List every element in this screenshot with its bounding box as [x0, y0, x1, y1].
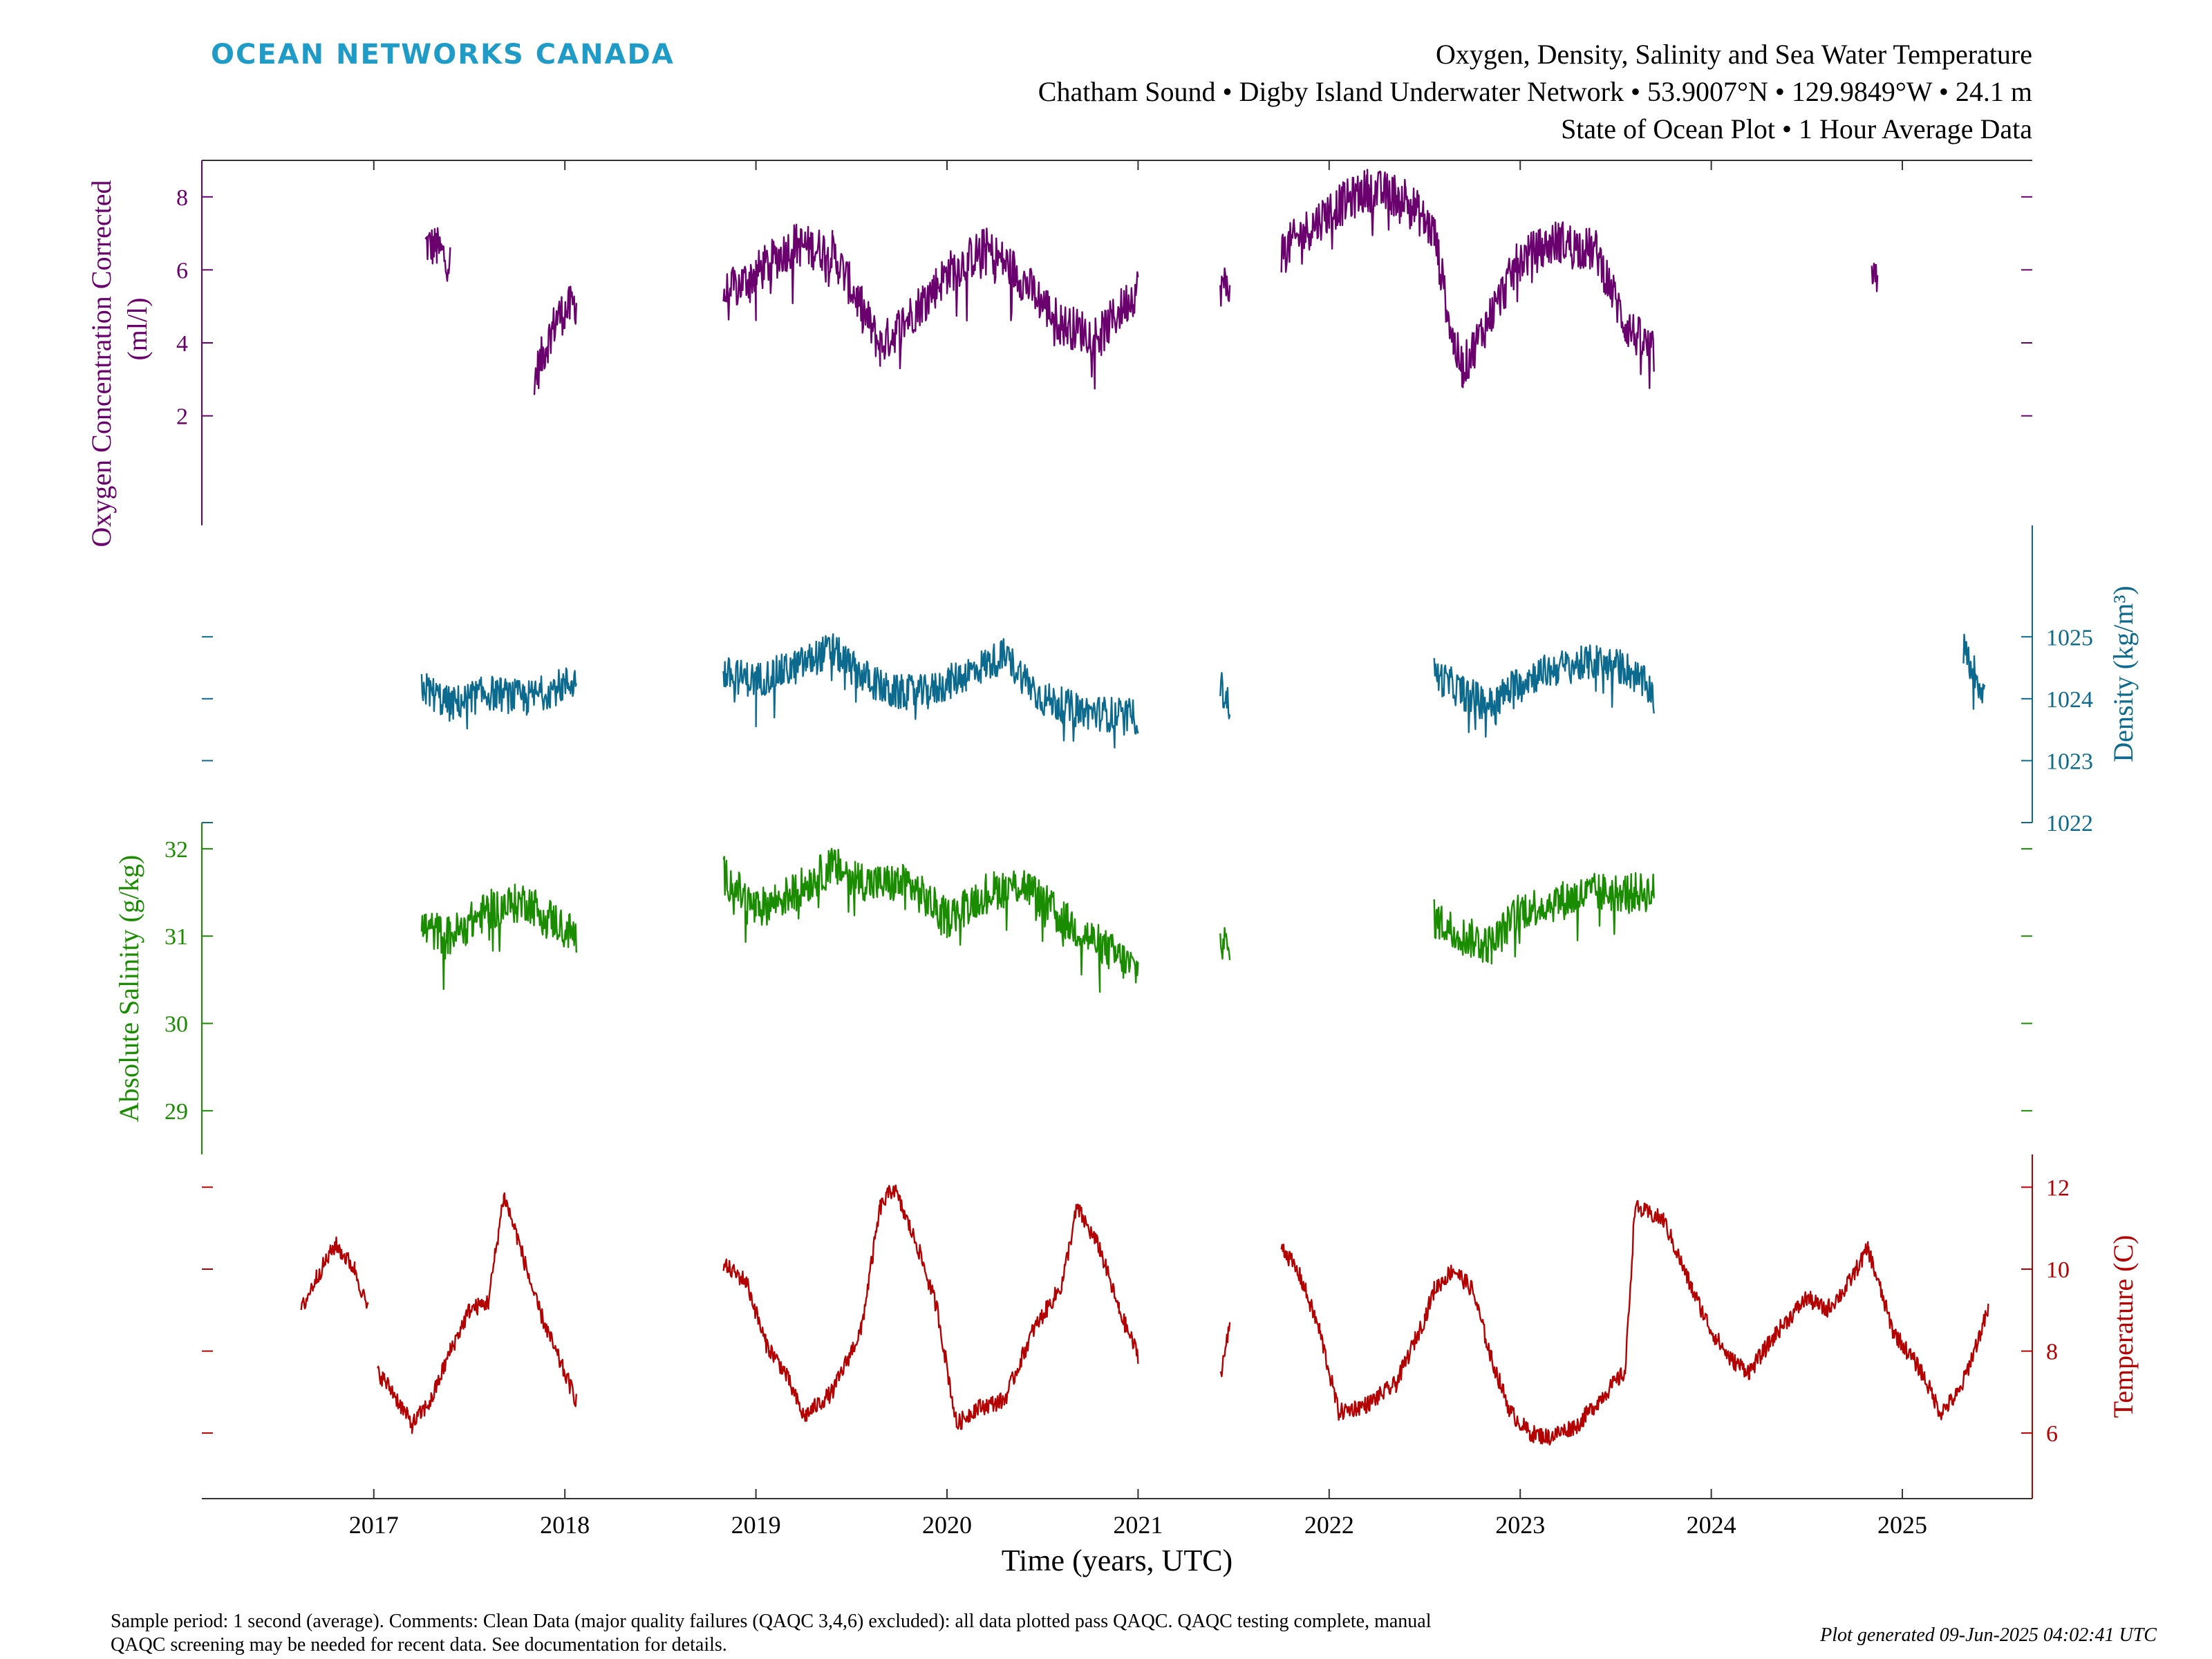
x-tick-label: 2020	[922, 1511, 972, 1539]
x-tick-label: 2019	[731, 1511, 781, 1539]
salinity-line	[1219, 927, 1231, 961]
density-tick-label: 1023	[2046, 749, 2093, 774]
series-density: 1022 1023 1024 1025 Density (kg/m³)	[202, 525, 2139, 836]
density-tick-label: 1022	[2046, 811, 2093, 836]
x-tick-label: 2017	[349, 1511, 399, 1539]
series-oxygen: 2 4 6 8 Oxygen Concentration Corrected (ml/l)	[86, 160, 2032, 547]
density-axis-label: Density (kg/m³)	[2108, 585, 2139, 762]
chart-subtitle-2: State of Ocean Plot • 1 Hour Average Dat…	[1561, 113, 2032, 144]
oxygen-line	[1280, 169, 1655, 389]
x-tick-label: 2022	[1304, 1511, 1354, 1539]
oxygen-line	[424, 227, 451, 282]
x-tick-label: 2023	[1495, 1511, 1545, 1539]
temperature-line	[1280, 1199, 1989, 1446]
oxygen-line	[1219, 267, 1231, 307]
salinity-line	[420, 883, 577, 991]
temperature-tick-label: 8	[2046, 1340, 2058, 1365]
temperature-line	[722, 1184, 1139, 1430]
oxygen-line	[533, 285, 577, 395]
density-tick-label: 1025	[2046, 625, 2093, 650]
temperature-line	[1219, 1322, 1231, 1378]
temperature-tick-label: 10	[2046, 1257, 2070, 1283]
series-layer: 2 4 6 8 Oxygen Concentration Corrected (ml/l)…	[86, 160, 2139, 1499]
salinity-tick-label: 32	[165, 837, 188, 863]
plot-generated-timestamp: Plot generated 09-Jun-2025 04:02:41 UTC	[1819, 1624, 2157, 1646]
x-tick-label: 2024	[1687, 1511, 1736, 1539]
salinity-line	[1433, 872, 1655, 965]
x-tick-label: 2025	[1877, 1511, 1927, 1539]
density-line	[722, 633, 1139, 749]
oxygen-tick-label: 8	[176, 185, 188, 211]
temperature-axis-label: Temperature (C)	[2108, 1235, 2139, 1418]
x-tick-label: 2021	[1113, 1511, 1163, 1539]
oxygen-tick-label: 4	[176, 331, 188, 357]
chart-title: Oxygen, Density, Salinity and Sea Water …	[1436, 39, 2032, 70]
salinity-line	[722, 847, 1139, 993]
density-tick-label: 1024	[2046, 687, 2093, 713]
oxygen-tick-label: 2	[176, 404, 188, 430]
temperature-line	[300, 1236, 369, 1311]
footer-note-line-2: QAQC screening may be needed for recent …	[111, 1634, 727, 1656]
density-line	[1962, 633, 1986, 710]
temperature-tick-label: 12	[2046, 1175, 2070, 1201]
density-line	[1219, 672, 1231, 720]
salinity-tick-label: 30	[165, 1012, 188, 1038]
oxygen-line	[722, 223, 1139, 390]
x-axis-label: Time (years, UTC)	[1002, 1544, 1232, 1577]
oxygen-axis-label: Oxygen Concentration Corrected	[86, 180, 117, 547]
brand-logo: OCEAN NETWORKS CANADA	[211, 39, 675, 71]
series-salinity: 29 30 31 32 Absolute Salinity (g/kg)	[113, 823, 2032, 1154]
footer-note-line-1: Sample period: 1 second (average). Comme…	[111, 1611, 1432, 1632]
chart-subtitle: Chatham Sound • Digby Island Underwater …	[1038, 76, 2032, 107]
density-line	[1433, 644, 1655, 738]
salinity-tick-label: 29	[165, 1099, 188, 1125]
salinity-tick-label: 31	[165, 924, 188, 950]
temperature-line	[377, 1192, 577, 1434]
density-line	[420, 667, 577, 730]
oxygen-axis-label-unit: (ml/l)	[122, 297, 153, 360]
oxygen-line	[1871, 263, 1879, 292]
temperature-tick-label: 6	[2046, 1421, 2058, 1447]
x-axis: 2017 2018 2019 2020 2021 2022 2023 2024 2025	[349, 160, 1927, 1539]
oxygen-tick-label: 6	[176, 258, 188, 283]
x-tick-label: 2018	[540, 1511, 590, 1539]
series-temperature: 6 8 10 12 Temperature (C)	[202, 1154, 2139, 1499]
salinity-axis-label: Absolute Salinity (g/kg)	[113, 855, 144, 1123]
